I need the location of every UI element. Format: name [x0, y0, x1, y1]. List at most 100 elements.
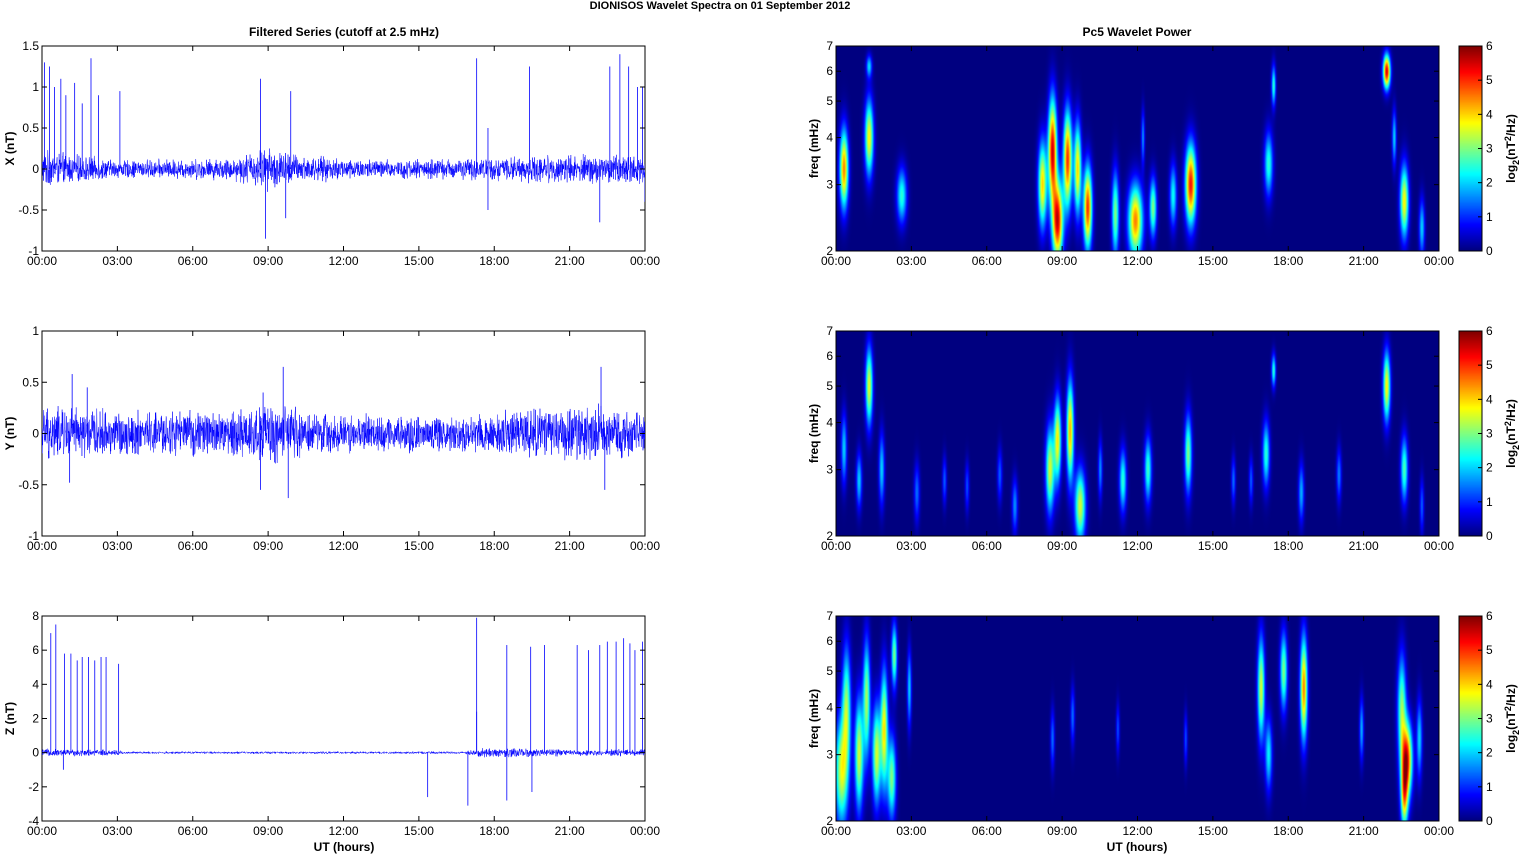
- wavelet-y-colorbar-tick-label: 5: [1486, 358, 1493, 372]
- wavelet-x-colorbar-label-part: (nT: [1504, 141, 1518, 160]
- wavelet-y-colorbar-label-part: /Hz): [1504, 399, 1518, 421]
- series-y-trace: [42, 403, 645, 464]
- wavelet-x-heatmap: [836, 46, 1439, 251]
- wavelet-y-colorbar-tick-label: 1: [1486, 495, 1493, 509]
- series-x-time-ticks: 00:00 03:00 06:00 09:00 12:00 15:00 18:00 21:00…: [27, 46, 660, 268]
- wavelet-y-y-tick-label: 2: [826, 529, 833, 543]
- series-x-x-tick-label: 18:00: [479, 254, 509, 268]
- series-x-y-tick-label: -0.5: [18, 203, 39, 217]
- wavelet-x-colorbar-tick-label: 5: [1486, 73, 1493, 87]
- wavelet-z-heatmap: [836, 616, 1439, 821]
- wavelet-z-x-tick-label: 21:00: [1349, 824, 1379, 838]
- wavelet-z-colorbar-label-part: log: [1504, 735, 1518, 753]
- wavelet-x-y-tick-label: 6: [826, 64, 833, 78]
- wavelet-x-panel: 7 6 5 4 3 2 freq (mHz) 0 1 2 3 4 5 6 log2(nT2/Hz): [807, 39, 1521, 258]
- wavelet-z-colorbar-label-part: (nT: [1504, 711, 1518, 730]
- wavelet-z-colorbar-tick-label: 4: [1486, 677, 1493, 691]
- wavelet-y-x-tick-label: 15:00: [1198, 539, 1228, 553]
- wavelet-x-y-tick-label: 3: [826, 178, 833, 192]
- wavelet-x-colorbar-tick-label: 0: [1486, 244, 1493, 258]
- wavelet-z-time-ticks: 00:00 03:00 06:00 09:00 12:00 15:00 18:00 21:00…: [821, 616, 1454, 838]
- x-axis-label-left: UT (hours): [314, 840, 375, 854]
- wavelet-y-heatmap: [836, 331, 1439, 536]
- series-z-x-tick-label: 03:00: [102, 824, 132, 838]
- wavelet-x-time-ticks: 00:00 03:00 06:00 09:00 12:00 15:00 18:00 21:00…: [821, 46, 1454, 268]
- wavelet-x-x-tick-label: 09:00: [1047, 254, 1077, 268]
- left-column-title: Filtered Series (cutoff at 2.5 mHz): [249, 25, 439, 39]
- wavelet-x-y-tick-label: 7: [826, 39, 833, 53]
- wavelet-x-y-tick-label: 4: [826, 131, 833, 145]
- wavelet-z-colorbar-tick-label: 6: [1486, 609, 1493, 623]
- series-x-y-label: X (nT): [3, 132, 17, 166]
- wavelet-y-colorbar-label-part: log: [1504, 450, 1518, 468]
- series-y-x-tick-label: 00:00: [630, 539, 660, 553]
- series-z-y-label: Z (nT): [3, 702, 17, 735]
- wavelet-y-y-tick-label: 4: [826, 416, 833, 430]
- series-z-panel: 8 6 4 2 0 -2 -4 Z (nT): [3, 609, 646, 828]
- series-z-x-tick-label: 12:00: [328, 824, 358, 838]
- series-y-x-tick-label: 21:00: [555, 539, 585, 553]
- wavelet-x-y-tick-label: 5: [826, 94, 833, 108]
- wavelet-x-x-tick-label: 21:00: [1349, 254, 1379, 268]
- wavelet-y-x-tick-label: 06:00: [972, 539, 1002, 553]
- series-z-y-tick-label: 8: [32, 609, 39, 623]
- series-x-x-tick-label: 06:00: [178, 254, 208, 268]
- series-x-x-tick-label: 03:00: [102, 254, 132, 268]
- wavelet-y-colorbar-tick-label: 2: [1486, 461, 1493, 475]
- wavelet-z-x-tick-label: 06:00: [972, 824, 1002, 838]
- series-x-x-tick-label: 00:00: [630, 254, 660, 268]
- series-y-x-tick-label: 06:00: [178, 539, 208, 553]
- wavelet-z-x-tick-label: 00:00: [821, 824, 851, 838]
- series-y-x-tick-label: 09:00: [253, 539, 283, 553]
- wavelet-x-y-tick-label: 2: [826, 244, 833, 258]
- series-x-panel: 1.5 1 0.5 0 -0.5 -1 X (nT): [3, 39, 646, 258]
- wavelet-z-colorbar-label: log2(nT2/Hz): [1503, 684, 1521, 753]
- wavelet-x-colorbar-tick-label: 4: [1486, 107, 1493, 121]
- series-z-y-tick-label: 2: [32, 712, 39, 726]
- wavelet-y-y-tick-label: 5: [826, 379, 833, 393]
- wavelet-z-x-tick-label: 03:00: [896, 824, 926, 838]
- wavelet-z-y-tick-label: 5: [826, 664, 833, 678]
- wavelet-z-y-tick-label: 7: [826, 609, 833, 623]
- series-y-y-tick-label: 1: [32, 324, 39, 338]
- series-y-x-tick-label: 03:00: [102, 539, 132, 553]
- wavelet-x-y-label: freq (mHz): [807, 119, 821, 178]
- wavelet-y-x-tick-label: 03:00: [896, 539, 926, 553]
- wavelet-y-y-tick-label: 3: [826, 463, 833, 477]
- series-y-x-tick-label: 18:00: [479, 539, 509, 553]
- x-axis-label-right: UT (hours): [1107, 840, 1168, 854]
- series-x-y-tick-label: 1: [32, 80, 39, 94]
- wavelet-y-colorbar: [1459, 331, 1482, 536]
- wavelet-x-colorbar-label: log2(nT2/Hz): [1503, 114, 1521, 183]
- wavelet-x-colorbar-tick-label: 6: [1486, 39, 1493, 53]
- wavelet-z-x-tick-label: 09:00: [1047, 824, 1077, 838]
- wavelet-z-y-tick-label: 6: [826, 634, 833, 648]
- series-y-x-tick-label: 00:00: [27, 539, 57, 553]
- right-column-title: Pc5 Wavelet Power: [1083, 25, 1192, 39]
- wavelet-x-colorbar-tick-label: 1: [1486, 210, 1493, 224]
- series-y-y-label: Y (nT): [3, 417, 17, 451]
- wavelet-z-x-tick-label: 00:00: [1424, 824, 1454, 838]
- series-x-trace: [42, 148, 645, 192]
- wavelet-z-colorbar-label-part: 2: [1511, 730, 1521, 735]
- wavelet-z-colorbar-tick-label: 3: [1486, 712, 1493, 726]
- wavelet-x-colorbar-label-part: 2: [1503, 136, 1513, 141]
- wavelet-y-x-tick-label: 12:00: [1122, 539, 1152, 553]
- wavelet-x-x-tick-label: 00:00: [1424, 254, 1454, 268]
- wavelet-x-colorbar-label-part: /Hz): [1504, 114, 1518, 136]
- series-x-x-tick-label: 12:00: [328, 254, 358, 268]
- series-z-time-ticks: 00:00 03:00 06:00 09:00 12:00 15:00 18:00 21:00…: [27, 616, 660, 838]
- series-x-x-tick-label: 21:00: [555, 254, 585, 268]
- wavelet-x-colorbar-tick-label: 3: [1486, 142, 1493, 156]
- wavelet-y-colorbar-tick-label: 4: [1486, 392, 1493, 406]
- wavelet-z-colorbar-tick-label: 2: [1486, 746, 1493, 760]
- wavelet-x-colorbar: [1459, 46, 1482, 251]
- series-x-x-tick-label: 00:00: [27, 254, 57, 268]
- series-x-y-tick-label: -1: [28, 244, 39, 258]
- panels: 1.5 1 0.5 0 -0.5 -1 X (nT) 00:00 03:00 06:00 09:00…: [3, 39, 1521, 838]
- series-x-y-tick-label: 1.5: [22, 39, 39, 53]
- series-y-y-tick-label: 0.5: [22, 375, 39, 389]
